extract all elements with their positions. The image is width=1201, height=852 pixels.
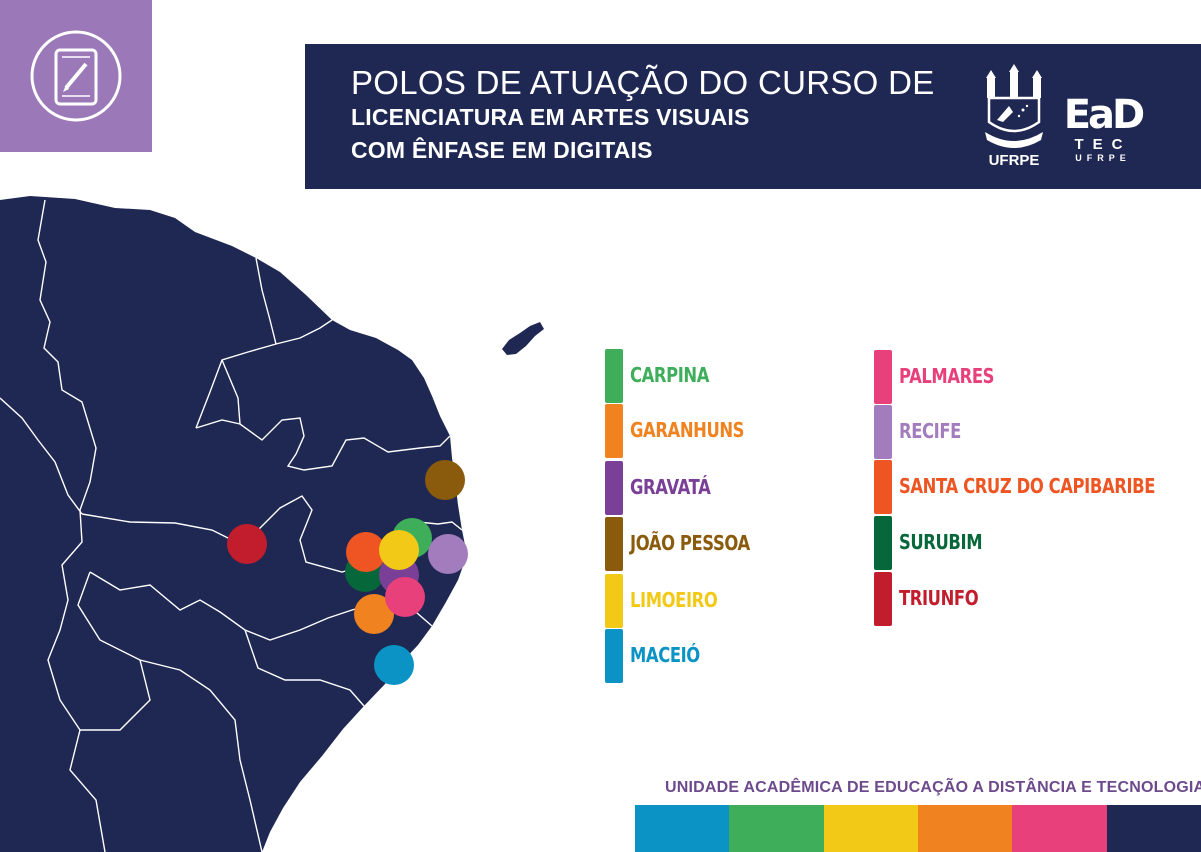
legend-label: TRIUNFO xyxy=(899,586,979,610)
land xyxy=(0,196,544,852)
legend-label: MACEIÓ xyxy=(630,643,700,667)
marker-garanhuns xyxy=(354,594,394,634)
ead-tec-logo: EaD TEC UFRPE xyxy=(1057,92,1149,172)
title-line-3: COM ÊNFASE EM DIGITAIS xyxy=(351,137,653,163)
footer-bar-segment xyxy=(1106,805,1201,852)
legend-label: LIMOEIRO xyxy=(630,588,718,612)
legend-label: CARPINA xyxy=(630,363,710,387)
legend-label: PALMARES xyxy=(899,364,995,388)
marker-recife xyxy=(428,534,468,574)
legend-swatch xyxy=(874,460,892,514)
header-banner: POLOS DE ATUAÇÃO DO CURSO DE LICENCIATUR… xyxy=(305,44,1201,189)
legend-label: GRAVATÁ xyxy=(630,475,711,499)
footer-bar-segment xyxy=(635,805,730,852)
legend-swatch xyxy=(605,461,623,515)
title-line-2: LICENCIATURA EM ARTES VISUAIS xyxy=(351,104,750,130)
legend-label: RECIFE xyxy=(899,419,961,443)
marker-maceio xyxy=(374,645,414,685)
marker-limoeiro xyxy=(379,530,419,570)
ufrpe-crest-icon xyxy=(985,64,1043,148)
legend-swatch xyxy=(874,516,892,570)
footer-bar-segment xyxy=(1012,805,1107,852)
legend-swatch xyxy=(605,517,623,571)
marker-triunfo xyxy=(227,524,267,564)
legend-swatch xyxy=(605,629,623,683)
ufrpe-label: UFRPE xyxy=(988,152,1040,169)
legend-swatch xyxy=(874,350,892,404)
footer-text: UNIDADE ACADÊMICA DE EDUCAÇÃO A DISTÂNCI… xyxy=(665,779,1201,796)
legend-swatch xyxy=(874,405,892,459)
marker-joao-pessoa xyxy=(425,460,465,500)
legend-label: SURUBIM xyxy=(899,530,983,554)
title-line-1: POLOS DE ATUAÇÃO DO CURSO DE xyxy=(351,64,935,101)
tablet-pencil-icon xyxy=(0,0,152,152)
mainland xyxy=(0,196,467,852)
legend-swatch xyxy=(605,404,623,458)
footer-bar-segment xyxy=(917,805,1013,852)
marker-santa-cruz-do-capibaribe xyxy=(346,532,386,572)
legend-swatch xyxy=(605,349,623,403)
ead-mark: EaD xyxy=(1063,92,1146,138)
ufrpe-logo: UFRPE xyxy=(983,60,1043,178)
fernando-de-noronha-island xyxy=(502,322,544,355)
legend-swatch xyxy=(874,572,892,626)
footer-bar-segment xyxy=(823,805,918,852)
legend-swatch xyxy=(605,574,623,628)
legend-label: SANTA CRUZ DO CAPIBARIBE xyxy=(899,474,1156,498)
marker-palmares xyxy=(385,577,425,617)
legend-label: GARANHUNS xyxy=(630,418,745,442)
footer-color-bar xyxy=(635,805,1201,852)
ead-sub-label: UFRPE xyxy=(1075,153,1131,163)
ead-tec-label: TEC xyxy=(1074,136,1132,153)
legend-label: JOÃO PESSOA xyxy=(630,531,750,555)
footer-bar-segment xyxy=(729,805,824,852)
